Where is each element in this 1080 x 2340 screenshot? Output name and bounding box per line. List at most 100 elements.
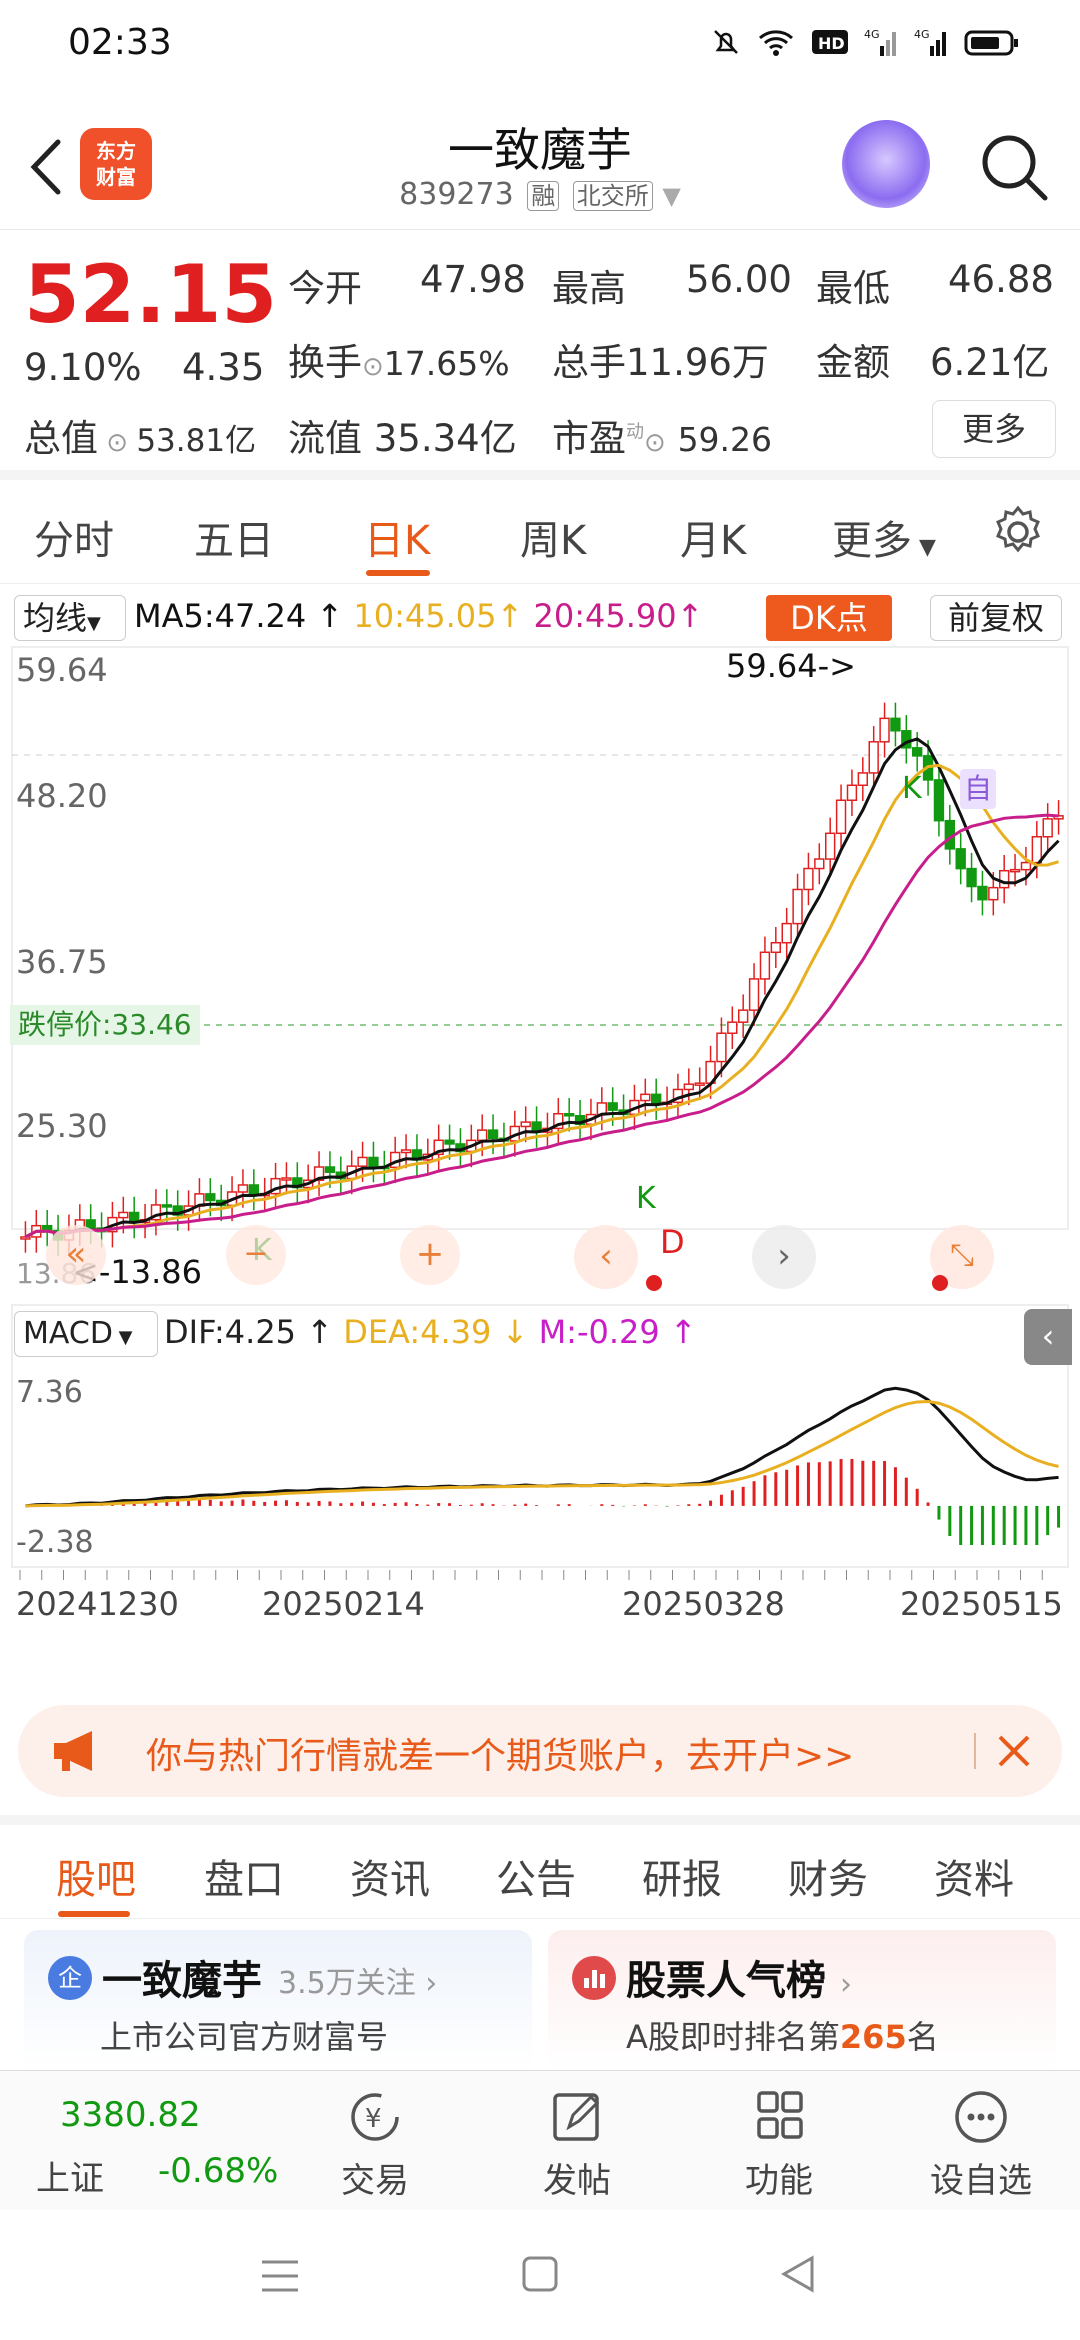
promo-banner[interactable]: 你与热门行情就差一个期货账户，去开户>> [18,1705,1062,1797]
popularity-sub: A股即时排名第265名 [626,2012,939,2058]
kline-svg [11,646,1069,1580]
mute-bell-icon [714,30,738,54]
trade-button[interactable]: ¥ 交易 [310,2087,440,2202]
tab-financials[interactable]: 财务 [788,1857,868,1903]
dropdown-triangle-icon[interactable]: ▼ [662,182,681,210]
chart-prev-button[interactable]: ‹ [574,1225,638,1289]
period-tabs: 分时 五日 日K 周K 月K 更多 ▼ [0,480,1080,584]
company-sub: 上市公司官方财富号 [100,2018,389,2056]
close-icon[interactable] [994,1731,1034,1771]
assistant-robot-icon[interactable] [842,120,930,208]
candle-body [792,888,803,925]
popularity-card[interactable]: 股票人气榜 › A股即时排名第265名 [548,1930,1056,2070]
rank-prefix: A股即时排名第 [626,2018,840,2056]
side-panel-toggle[interactable]: ‹ [1024,1309,1072,1365]
grid-apps-icon [757,2091,803,2139]
ma5-line [24,737,1060,1239]
x-ticks [19,1570,1043,1580]
dk-point-button[interactable]: DK点 [766,595,892,641]
candle-body [759,951,771,980]
bottom-toolbar: 3380.82 上证 -0.68% ¥ 交易 发帖 功能 设自选 [0,2070,1080,2210]
amount-label: 金额 [816,341,890,384]
more-dots-icon [955,2091,1007,2143]
more-button[interactable]: 更多 [932,400,1056,458]
candle-body [727,1021,738,1034]
macd-y-top: 7.36 [16,1375,83,1410]
back-triangle-icon[interactable] [778,2254,818,2294]
tab-announcements[interactable]: 公告 [496,1857,576,1903]
candle-body [1020,861,1032,871]
candle-body [825,832,836,860]
indicator-selector[interactable]: 均线▼ [14,595,126,641]
macd-y-bottom: -2.38 [16,1525,94,1560]
y-label-4: 25.30 [16,1107,108,1145]
macd-selector[interactable]: MACD ▼ [14,1311,158,1357]
candle-body [955,848,966,870]
tab-orderbook[interactable]: 盘口 [204,1857,284,1903]
menu-icon[interactable] [258,2256,302,2296]
svg-text:¥: ¥ [365,2104,382,2134]
logo-text: 东方 财富 [96,139,136,189]
tab-profile[interactable]: 资料 [934,1857,1014,1903]
company-name: 一致魔芋 [102,1958,262,2004]
rank-value: 265 [839,2018,907,2056]
tab-five-day[interactable]: 五日 [194,518,274,564]
candle-body [683,1083,694,1091]
index-value[interactable]: 3380.82 [60,2095,201,2135]
search-icon[interactable] [975,128,1055,208]
tab-more[interactable]: 更多 ▼ [832,518,936,564]
volume-label: 总手 [552,341,626,384]
macd-legend: DIF:4.25 ↑ DEA:4.39 ↓ M:-0.29 ↑ [164,1313,697,1351]
ranking-chart-icon [572,1956,616,2000]
candle-body [781,922,792,944]
back-arrow-icon[interactable] [20,132,70,202]
info-icon[interactable]: ⊙ [644,428,666,458]
index-percent[interactable]: -0.68% [158,2151,279,2191]
candle-body [651,1093,662,1105]
index-name[interactable]: 上证 [36,2159,104,2199]
active-tab-indicator [366,570,430,576]
tab-more-label: 更多 [832,518,912,564]
candle-body [1031,836,1042,864]
candle-body [738,1009,749,1023]
kline-chart-area[interactable]: 均线▼ MA5:47.24 ↑ 10:45.05↑ 20:45.90↑ DK点 … [0,585,1080,1695]
macd-label: MACD [23,1316,113,1351]
info-icon[interactable]: ⊙ [98,428,137,458]
tab-research[interactable]: 研报 [642,1857,722,1903]
change-percent: 9.10% [24,346,142,389]
tab-weekly-k[interactable]: 周K [520,518,587,564]
chart-next-button[interactable]: › [752,1225,816,1289]
tab-forum[interactable]: 股吧 [56,1857,136,1903]
popularity-title: 股票人气榜 › [626,1958,852,2004]
event-dot-2 [932,1275,948,1291]
home-square-icon[interactable] [520,2254,560,2294]
company-account-card[interactable]: 企 一致魔芋 3.5万关注 › 上市公司官方财富号 [24,1930,532,2070]
scroll-start-button[interactable]: « [46,1225,106,1285]
post-label: 发帖 [543,2161,611,2201]
post-button[interactable]: 发帖 [512,2087,642,2202]
function-button[interactable]: 功能 [714,2087,844,2202]
price-adjust-button[interactable]: 前复权 [930,595,1062,641]
svg-text:4G: 4G [864,28,880,41]
pe-ratio: 市盈动⊙ 59.26 [552,408,772,462]
self-select-marker: 自 [960,769,996,809]
candle-body [237,1184,249,1193]
popularity-title-text: 股票人气榜 [626,1958,826,2004]
add-watchlist-button[interactable]: 设自选 [916,2087,1046,2202]
candle-body [857,772,868,787]
signal-4g-icon-2: 4G [914,28,946,56]
zoom-in-button[interactable]: + [400,1225,460,1285]
candle-body [357,1156,368,1167]
tab-news[interactable]: 资讯 [350,1857,430,1903]
pe-value: 59.26 [677,420,773,459]
zoom-out-button[interactable]: − [226,1225,286,1285]
stock-code-line: 839273 融 北交所 ▼ [0,176,1080,212]
market-cap-value: 53.81亿 [136,423,257,459]
edit-pencil-icon [553,2093,600,2141]
tab-monthly-k[interactable]: 月K [680,518,747,564]
tab-daily-k[interactable]: 日K [364,518,431,564]
tab-intraday[interactable]: 分时 [34,518,114,564]
system-nav-bar [0,2210,1080,2340]
settings-gear-icon[interactable] [990,504,1046,560]
info-icon[interactable]: ⊙ [362,352,384,382]
